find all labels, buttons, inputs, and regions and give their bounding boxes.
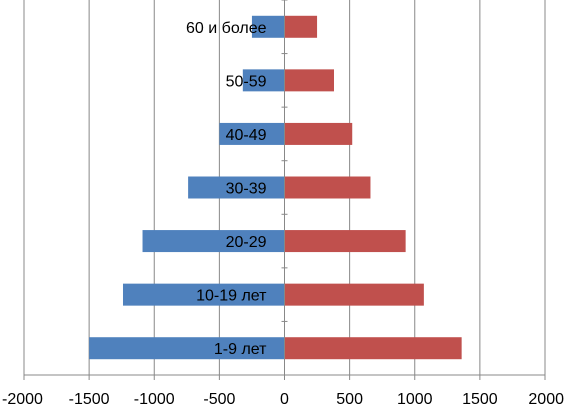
category-label: 30-39: [226, 181, 267, 198]
bar-right-3: [284, 176, 371, 199]
bar-right-5: [284, 283, 424, 306]
category-label: 10-19 лет: [196, 288, 267, 305]
x-tick-label: 2000: [528, 391, 564, 408]
bar-left-4: [142, 230, 285, 253]
x-tick-label: 0: [280, 391, 289, 408]
category-label: 40-49: [226, 127, 267, 144]
bar-right-6: [284, 337, 462, 360]
category-label: 1-9 лет: [214, 341, 267, 358]
x-tick-label: 1000: [397, 391, 433, 408]
bars: [89, 15, 462, 360]
x-tick-label: -500: [203, 391, 235, 408]
bar-right-2: [284, 122, 353, 145]
x-tick-label: 500: [336, 391, 363, 408]
x-tick-label: -1000: [134, 391, 175, 408]
category-label: 20-29: [226, 234, 267, 251]
bar-left-6: [89, 337, 285, 360]
bar-right-4: [284, 230, 406, 253]
x-tick-label: 1500: [462, 391, 498, 408]
x-tick-label: -2000: [2, 391, 43, 408]
bar-right-0: [284, 15, 318, 38]
x-tick-label: -1500: [69, 391, 110, 408]
bar-left-3: [188, 176, 285, 199]
bar-right-1: [284, 69, 334, 92]
category-label: 60 и более: [186, 20, 267, 37]
bar-left-0: [251, 15, 285, 38]
category-labels: 60 и более 50-59 40-49 30-39 20-29 10-19 лет 1…: [186, 20, 267, 358]
bar-left-1: [242, 69, 285, 92]
bar-left-2: [219, 122, 285, 145]
category-label: 50-59: [226, 73, 267, 90]
bar-left-5: [122, 283, 285, 306]
